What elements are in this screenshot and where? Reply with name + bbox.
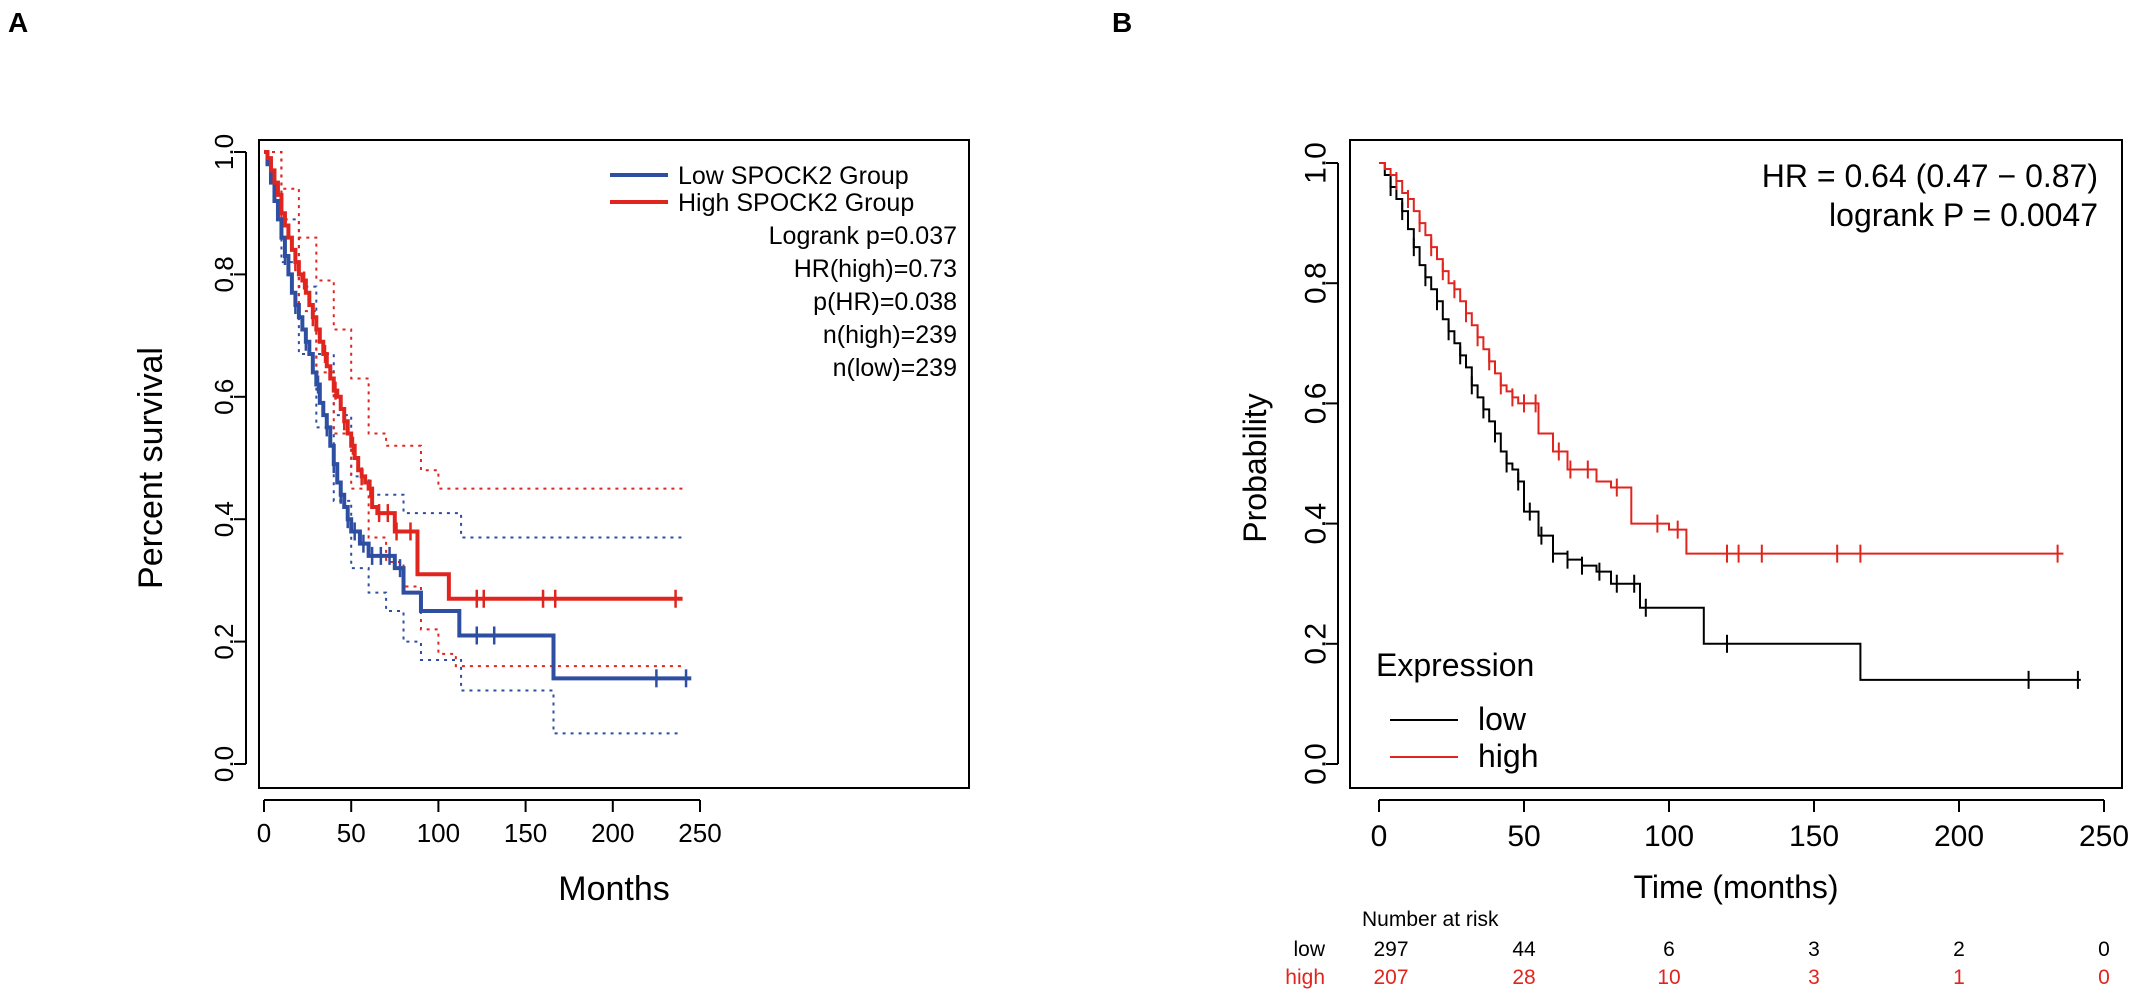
panel-a-y-tick-label: 0.8 (209, 256, 239, 292)
panel-a-ci-line (264, 151, 683, 539)
panel-b-legend-high-label: high (1478, 738, 1539, 774)
panel-b-legend-title: Expression (1376, 647, 1534, 683)
panel-a-x-tick-label: 50 (337, 818, 366, 848)
panel-a-legend-low-label: Low SPOCK2 Group (678, 162, 909, 190)
risk-row-high-label: high (1285, 966, 1325, 989)
panel-a-x-tick-label: 250 (678, 818, 721, 848)
panel-a-ci-line (264, 151, 683, 735)
panel-a-y-tick-label: 0.0 (209, 746, 239, 782)
panel-a-y-axis-title: Percent survival (132, 347, 170, 589)
panel-label-a: A (8, 7, 28, 38)
panel-b-y-tick-label: 0.4 (1300, 503, 1333, 545)
panel-a-series-line-low (264, 150, 692, 681)
panel-a-series-line-high (264, 150, 683, 601)
panel-b-y-tick-label: 0.0 (1300, 743, 1333, 785)
risk-value-high: 1 (1953, 966, 1965, 989)
panel-b-annotation-hr: HR = 0.64 (0.47 − 0.87) (1762, 158, 2098, 194)
panel-b-y-tick-label: 0.8 (1300, 262, 1333, 304)
panel-b-y-tick-label: 1.0 (1300, 142, 1333, 184)
risk-value-high: 28 (1512, 966, 1535, 989)
panel-a-y-tick-label: 0.4 (209, 501, 239, 537)
risk-value-low: 3 (1808, 938, 1820, 961)
panel-a-stat-hr: HR(high)=0.73 (794, 255, 957, 283)
panel-a-plot-frame (258, 139, 970, 789)
panel-b-y-tick-label: 0.6 (1300, 383, 1333, 425)
panel-b-x-axis-title: Time (months) (1633, 869, 1838, 905)
panel-b-annotation-logrank: logrank P = 0.0047 (1829, 197, 2098, 233)
panel-b-y-axis-title: Probability (1237, 393, 1273, 542)
panel-a-stat-p-hr: p(HR)=0.038 (813, 288, 957, 316)
risk-value-low: 6 (1663, 938, 1675, 961)
panel-b-chart: 0 50 100 150 200 250 0.00.20.40.60.81.0 Time … (1237, 139, 2129, 989)
panel-b-x-tick-label: 50 (1507, 820, 1540, 853)
panel-a-stat-logrank: Logrank p=0.037 (769, 222, 957, 250)
panel-b-x-tick-label: 0 (1371, 820, 1388, 853)
panel-b-survival-curves (1379, 162, 2081, 689)
panel-b-plot-frame (1349, 139, 2123, 789)
risk-value-high: 3 (1808, 966, 1820, 989)
panel-a-x-axis-title: Months (558, 870, 670, 908)
risk-value-low: 44 (1512, 938, 1536, 961)
panel-a-chart: 0 50 100 150 200 250 0.0 0.2 0.4 0.6 0.8 1.0 Month… (132, 134, 970, 908)
panel-b-y-tick-label: 0.2 (1300, 623, 1333, 665)
panel-a-ci-line (264, 151, 683, 490)
panel-a-legend-high-label: High SPOCK2 Group (678, 189, 914, 217)
risk-value-low: 0 (2098, 938, 2110, 961)
panel-a-legend: Low SPOCK2 Group High SPOCK2 Group Logra… (610, 162, 957, 382)
panel-a-y-tick-label: 0.6 (209, 379, 239, 415)
panel-a-y-axis: 0.0 0.2 0.4 0.6 0.8 1.0 (209, 134, 247, 782)
panel-a-x-tick-label: 200 (591, 818, 634, 848)
risk-row-low-label: low (1293, 938, 1325, 961)
risk-value-low: 2 (1953, 938, 1965, 961)
panel-a-survival-curves (264, 150, 692, 688)
panel-a-stat-n-high: n(high)=239 (823, 321, 957, 349)
panel-b-x-tick-label: 150 (1789, 820, 1839, 853)
panel-b-legend: Expression low high (1376, 647, 1539, 774)
panel-b-y-axis: 0.0 0.2 0.4 0.6 0.8 1.0 (1300, 142, 1339, 785)
panel-a-ci-line (264, 151, 683, 668)
panel-b-series-line-low (1379, 162, 2081, 681)
risk-value-high: 0 (2098, 966, 2110, 989)
panel-b-x-tick-label: 200 (1934, 820, 1984, 853)
panel-b-x-tick-label: 100 (1644, 820, 1694, 853)
panel-a-y-tick-label: 0.2 (209, 624, 239, 660)
panel-a-x-tick-label: 100 (417, 818, 460, 848)
panel-a-x-axis: 0 50 100 150 200 250 (257, 799, 722, 848)
panel-a-confidence-bands (264, 151, 683, 735)
panel-label-b: B (1112, 7, 1132, 38)
panel-b-x-axis: 0 50 100 150 200 250 (1371, 799, 2129, 853)
panel-a-x-tick-label: 0 (257, 818, 271, 848)
risk-table-title: Number at risk (1362, 908, 1499, 931)
panel-a-y-tick-label: 1.0 (209, 134, 239, 170)
panel-b-legend-low-label: low (1478, 701, 1527, 737)
risk-value-high: 207 (1373, 966, 1408, 989)
panel-b-x-tick-label: 250 (2079, 820, 2129, 853)
risk-value-low: 297 (1373, 938, 1408, 961)
panel-b-series-line-high (1379, 162, 2064, 555)
panel-a-stat-n-low: n(low)=239 (833, 354, 957, 382)
panel-a-x-tick-label: 150 (504, 818, 547, 848)
risk-value-high: 10 (1657, 966, 1680, 989)
